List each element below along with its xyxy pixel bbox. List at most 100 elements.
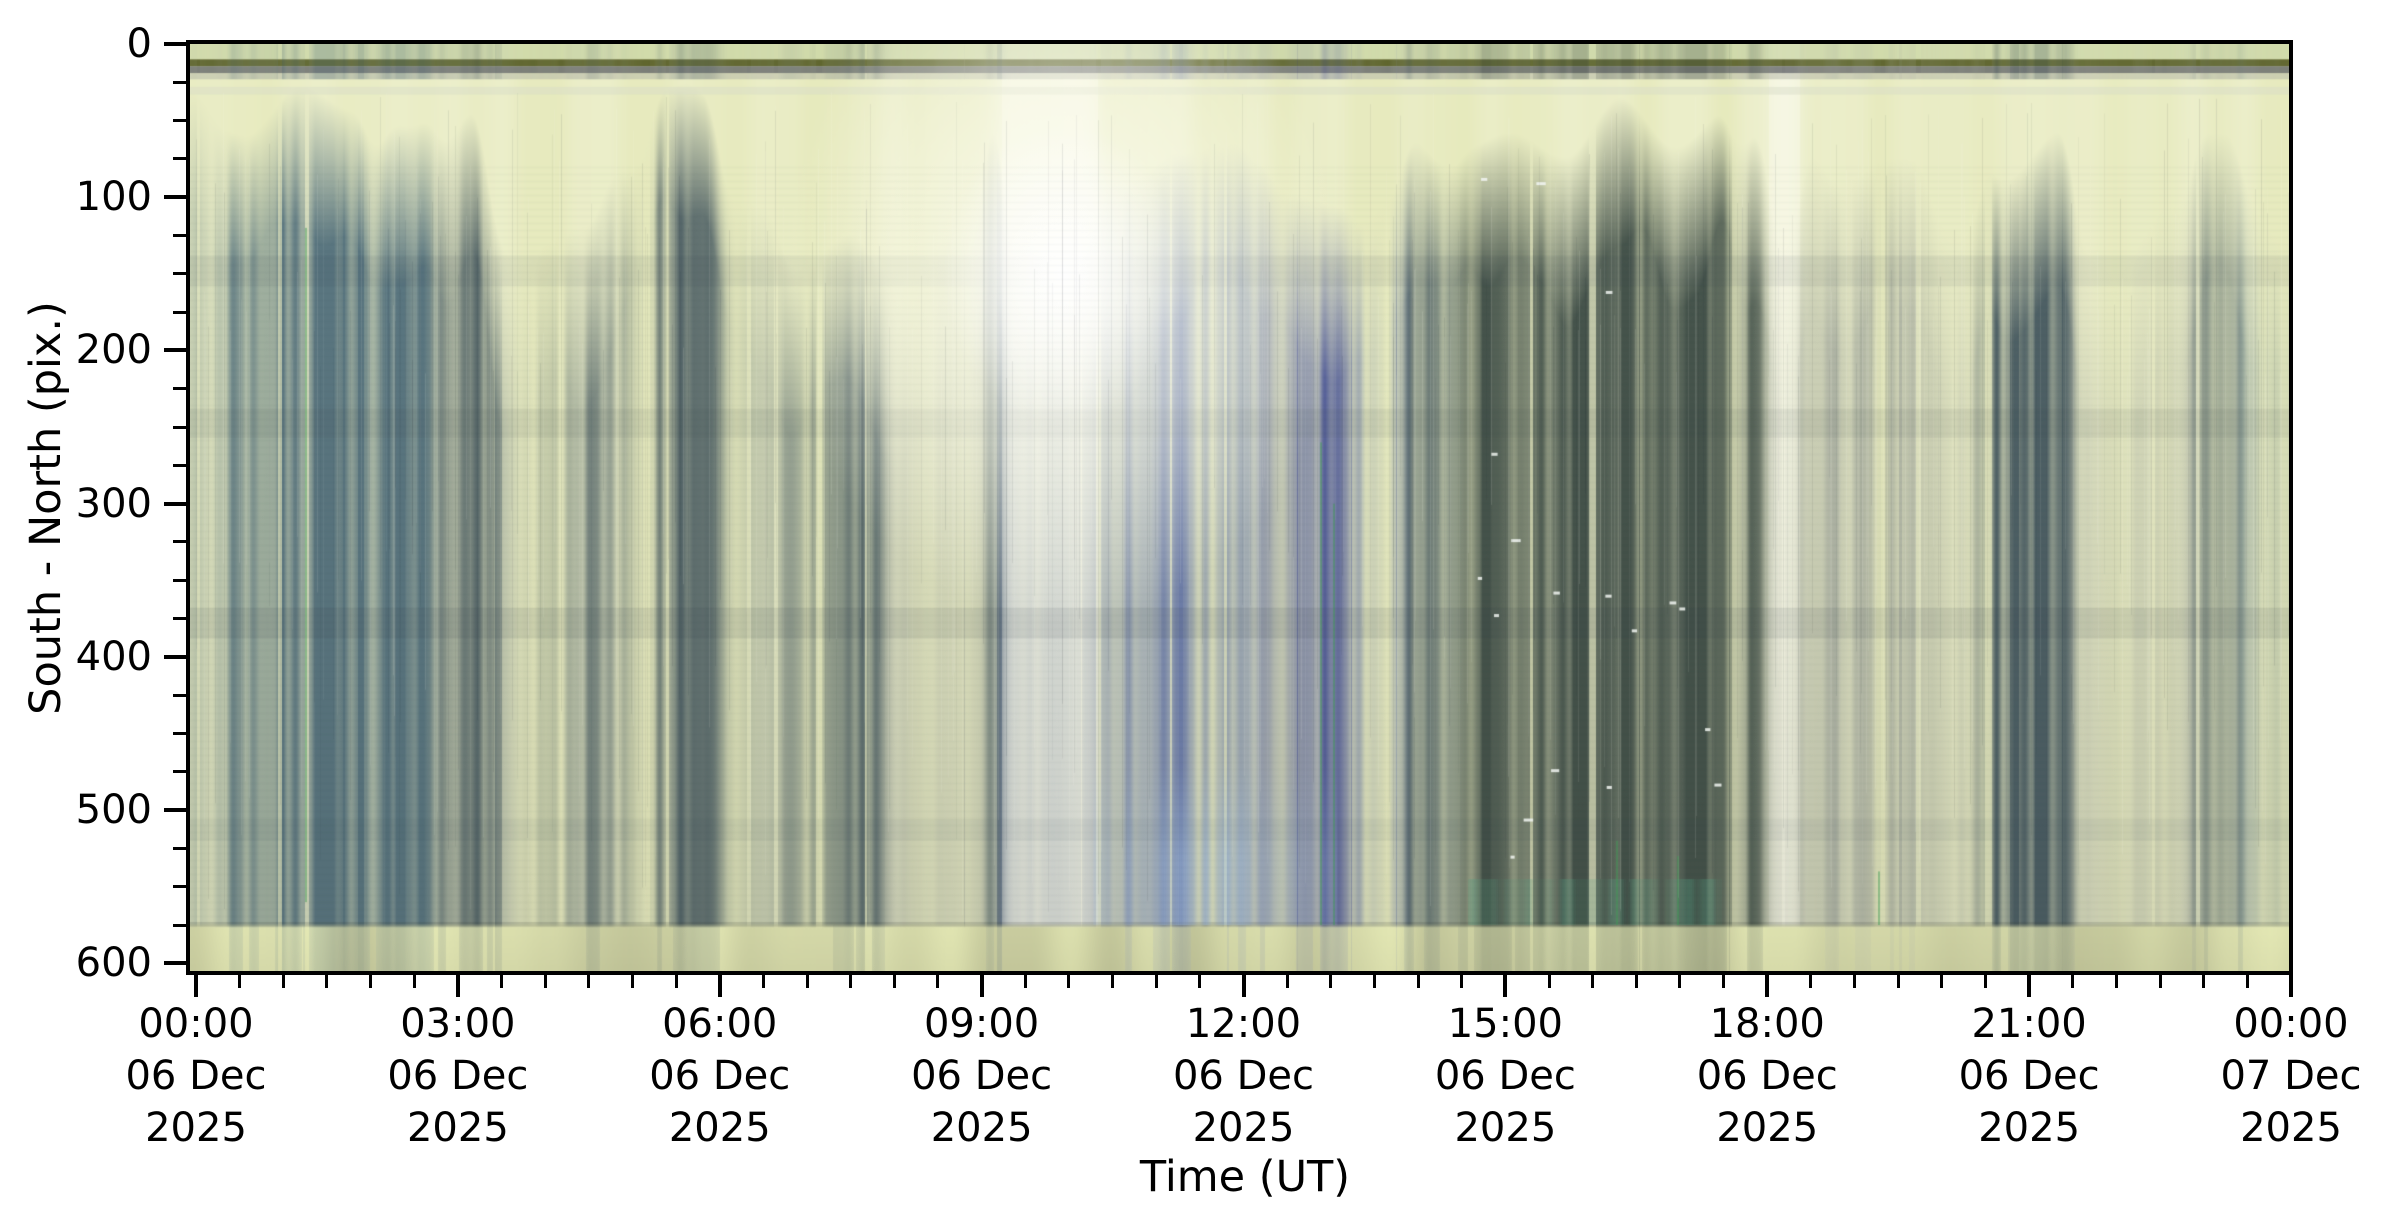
x-tick-time: 15:00 xyxy=(1447,1001,1564,1047)
y-minor-tick xyxy=(173,426,186,429)
y-minor-tick xyxy=(173,464,186,467)
x-minor-tick xyxy=(806,975,809,988)
y-minor-tick xyxy=(173,924,186,927)
y-minor-tick xyxy=(173,540,186,543)
x-tick-time: 00:00 xyxy=(138,1001,254,1047)
x-tick-time: 06:00 xyxy=(662,1001,778,1047)
x-major-tick xyxy=(1242,975,1246,997)
x-tick-year: 2025 xyxy=(1454,1105,1557,1151)
x-minor-tick xyxy=(1286,975,1289,988)
x-tick-label: 18:00 06 Dec 2025 xyxy=(1602,998,1932,1154)
y-minor-tick xyxy=(173,157,186,160)
x-minor-tick xyxy=(2115,975,2118,988)
x-minor-tick xyxy=(500,975,503,988)
x-tick-time: 09:00 xyxy=(923,1001,1040,1047)
x-axis-title: Time (UT) xyxy=(1139,1152,1351,1202)
x-tick-year: 2025 xyxy=(1192,1105,1295,1151)
x-tick-date: 06 Dec xyxy=(1434,1053,1576,1099)
y-minor-tick xyxy=(173,119,186,122)
x-minor-tick xyxy=(282,975,285,988)
x-major-tick xyxy=(718,975,722,997)
y-major-tick xyxy=(164,42,186,46)
y-tick-label: 100 xyxy=(75,174,152,221)
x-tick-label: 09:00 06 Dec 2025 xyxy=(817,998,1147,1154)
x-tick-year: 2025 xyxy=(930,1105,1033,1151)
x-minor-tick xyxy=(762,975,765,988)
x-major-tick xyxy=(1765,975,1769,997)
x-minor-tick xyxy=(1067,975,1070,988)
x-tick-date: 06 Dec xyxy=(387,1053,529,1099)
y-tick-label: 0 xyxy=(126,21,152,67)
x-tick-date: 06 Dec xyxy=(1696,1053,1838,1099)
keogram-image xyxy=(190,44,2289,971)
y-minor-tick xyxy=(173,732,186,735)
y-minor-tick xyxy=(173,617,186,620)
x-tick-year: 2025 xyxy=(1978,1105,2081,1151)
y-minor-tick xyxy=(173,579,186,582)
x-minor-tick xyxy=(1897,975,1900,988)
x-tick-label: 00:00 06 Dec 2025 xyxy=(31,998,361,1154)
x-minor-tick xyxy=(1809,975,1812,988)
x-major-tick xyxy=(2027,975,2031,997)
y-tick-label: 200 xyxy=(75,327,152,374)
x-minor-tick xyxy=(2159,975,2162,988)
x-tick-time: 21:00 xyxy=(1971,1001,2087,1047)
x-minor-tick xyxy=(1111,975,1114,988)
x-minor-tick xyxy=(849,975,852,988)
y-minor-tick xyxy=(173,885,186,888)
y-tick-label: 500 xyxy=(75,787,152,834)
x-tick-year: 2025 xyxy=(2240,1105,2342,1151)
x-tick-date: 07 Dec xyxy=(2220,1053,2362,1099)
x-tick-date: 06 Dec xyxy=(125,1053,267,1099)
x-minor-tick xyxy=(413,975,416,988)
y-tick-label: 300 xyxy=(75,480,152,527)
x-minor-tick xyxy=(1198,975,1201,988)
x-tick-label: 03:00 06 Dec 2025 xyxy=(293,998,623,1154)
x-minor-tick xyxy=(1460,975,1463,988)
y-minor-tick xyxy=(173,311,186,314)
x-minor-tick xyxy=(1155,975,1158,988)
x-major-tick xyxy=(2289,975,2293,997)
x-minor-tick xyxy=(1940,975,1943,988)
x-major-tick xyxy=(980,975,984,997)
x-minor-tick xyxy=(1678,975,1681,988)
x-minor-tick xyxy=(2202,975,2205,988)
x-minor-tick xyxy=(1591,975,1594,988)
x-minor-tick xyxy=(936,975,939,988)
x-major-tick xyxy=(194,975,198,997)
y-axis-title: South - North (pix.) xyxy=(21,301,71,715)
x-tick-time: 18:00 xyxy=(1709,1001,1825,1047)
y-major-tick xyxy=(164,961,186,965)
x-minor-tick xyxy=(1984,975,1987,988)
x-minor-tick xyxy=(238,975,241,988)
x-tick-time: 12:00 xyxy=(1185,1001,1302,1047)
x-minor-tick xyxy=(675,975,678,988)
x-tick-year: 2025 xyxy=(1716,1105,1819,1151)
x-major-tick xyxy=(456,975,460,997)
x-minor-tick xyxy=(1329,975,1332,988)
y-minor-tick xyxy=(173,770,186,773)
x-tick-label: 12:00 06 Dec 2025 xyxy=(1079,998,1409,1154)
x-minor-tick xyxy=(1635,975,1638,988)
x-tick-year: 2025 xyxy=(406,1105,509,1151)
x-tick-label: 15:00 06 Dec 2025 xyxy=(1340,998,1670,1154)
x-minor-tick xyxy=(587,975,590,988)
x-major-tick xyxy=(1503,975,1507,997)
x-minor-tick xyxy=(1373,975,1376,988)
y-minor-tick xyxy=(173,694,186,697)
x-minor-tick xyxy=(1417,975,1420,988)
y-minor-tick xyxy=(173,272,186,275)
y-minor-tick xyxy=(173,847,186,850)
x-tick-time: 03:00 xyxy=(400,1001,516,1047)
x-tick-year: 2025 xyxy=(145,1105,247,1151)
x-tick-date: 06 Dec xyxy=(1958,1053,2100,1099)
y-major-tick xyxy=(164,655,186,659)
y-tick-label: 600 xyxy=(75,940,152,987)
x-tick-label: 21:00 06 Dec 2025 xyxy=(1864,998,2194,1154)
y-tick-label: 400 xyxy=(75,633,152,680)
x-tick-label: 06:00 06 Dec 2025 xyxy=(555,998,885,1154)
y-minor-tick xyxy=(173,234,186,237)
y-major-tick xyxy=(164,195,186,199)
y-minor-tick xyxy=(173,387,186,390)
